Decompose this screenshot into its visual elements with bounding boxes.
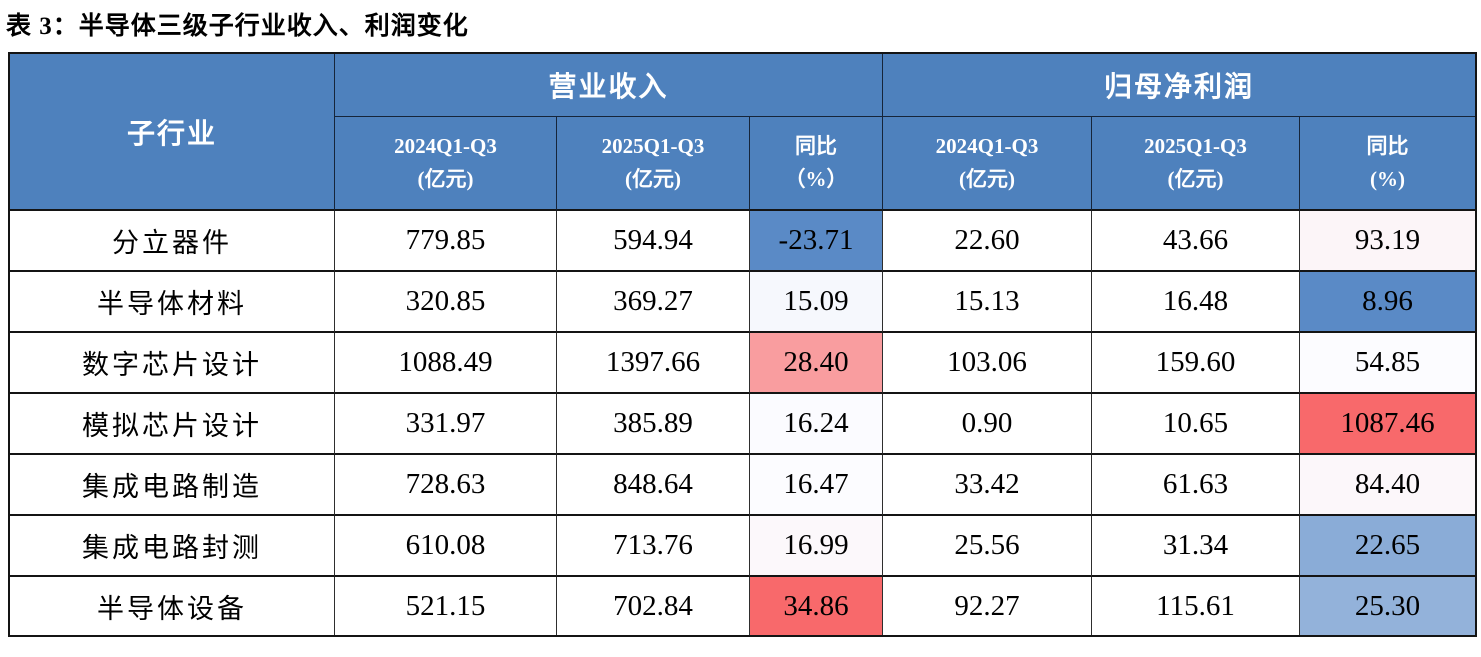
table-title: 表 3：半导体三级子行业收入、利润变化 [6,13,469,40]
rev-2025-cell: 369.27 [557,272,750,333]
np-2024-cell: 15.13 [883,272,1092,333]
np-2025-cell: 31.34 [1092,516,1300,577]
rev-yoy-cell: 34.86 [750,577,883,635]
np-yoy-cell: 8.96 [1300,272,1475,333]
subheader-np-yoy: 同比 (%) [1300,117,1475,211]
subheader-line2: (亿元) [1167,167,1224,192]
np-2024-cell: 92.27 [883,577,1092,635]
subheader-np-2024: 2024Q1-Q3 (亿元) [883,117,1092,211]
subheader-line1: 2024Q1-Q3 [935,133,1039,158]
subheader-line1: 2024Q1-Q3 [394,133,497,158]
row-name-cell: 模拟芯片设计 [10,394,335,455]
rev-2025-cell: 594.94 [557,211,750,272]
corner-header-subindustry: 子行业 [10,54,335,211]
np-2025-cell: 43.66 [1092,211,1300,272]
subheader-line2: (亿元) [417,167,474,192]
subheader-rev-2025: 2025Q1-Q3 (亿元) [557,117,750,211]
subheader-line1: 同比 [1366,133,1409,158]
np-yoy-cell: 54.85 [1300,333,1475,394]
np-2025-cell: 10.65 [1092,394,1300,455]
np-yoy-cell: 1087.46 [1300,394,1475,455]
row-name-cell: 分立器件 [10,211,335,272]
np-2025-cell: 61.63 [1092,455,1300,516]
np-2024-cell: 22.60 [883,211,1092,272]
subheader-np-2025: 2025Q1-Q3 (亿元) [1092,117,1300,211]
np-yoy-cell: 93.19 [1300,211,1475,272]
subheader-line2: （%） [784,167,848,192]
row-name-cell: 集成电路封测 [10,516,335,577]
row-name-cell: 半导体材料 [10,272,335,333]
rev-yoy-cell: 28.40 [750,333,883,394]
subheader-line1: 2025Q1-Q3 [601,133,705,158]
rev-2024-cell: 779.85 [335,211,557,272]
np-2024-cell: 33.42 [883,455,1092,516]
subheader-line1: 同比 [795,133,837,158]
rev-2025-cell: 713.76 [557,516,750,577]
subsector-table: 子行业 营业收入 归母净利润 2024Q1-Q3 (亿元) 2025Q1-Q3 … [8,52,1477,637]
row-name-cell: 集成电路制造 [10,455,335,516]
np-2024-cell: 25.56 [883,516,1092,577]
subheader-line2: (%) [1370,167,1405,192]
np-yoy-cell: 25.30 [1300,577,1475,635]
np-2025-cell: 16.48 [1092,272,1300,333]
np-2025-cell: 115.61 [1092,577,1300,635]
rev-2024-cell: 728.63 [335,455,557,516]
subheader-line2: (亿元) [625,167,681,192]
rev-2024-cell: 1088.49 [335,333,557,394]
rev-2025-cell: 385.89 [557,394,750,455]
row-name-cell: 数字芯片设计 [10,333,335,394]
group-header-net-profit: 归母净利润 [883,54,1475,117]
subheader-rev-yoy: 同比 （%） [750,117,883,211]
rev-2025-cell: 848.64 [557,455,750,516]
rev-2024-cell: 320.85 [335,272,557,333]
row-name-cell: 半导体设备 [10,577,335,635]
rev-2025-cell: 702.84 [557,577,750,635]
np-2024-cell: 0.90 [883,394,1092,455]
group-header-revenue: 营业收入 [335,54,883,117]
rev-yoy-cell: 16.99 [750,516,883,577]
np-2025-cell: 159.60 [1092,333,1300,394]
np-yoy-cell: 22.65 [1300,516,1475,577]
rev-2024-cell: 331.97 [335,394,557,455]
rev-yoy-cell: -23.71 [750,211,883,272]
rev-2024-cell: 521.15 [335,577,557,635]
np-2024-cell: 103.06 [883,333,1092,394]
np-yoy-cell: 84.40 [1300,455,1475,516]
subheader-rev-2024: 2024Q1-Q3 (亿元) [335,117,557,211]
rev-yoy-cell: 16.24 [750,394,883,455]
rev-2024-cell: 610.08 [335,516,557,577]
subheader-line1: 2025Q1-Q3 [1144,133,1247,158]
subheader-line2: (亿元) [959,167,1015,192]
rev-2025-cell: 1397.66 [557,333,750,394]
rev-yoy-cell: 15.09 [750,272,883,333]
rev-yoy-cell: 16.47 [750,455,883,516]
